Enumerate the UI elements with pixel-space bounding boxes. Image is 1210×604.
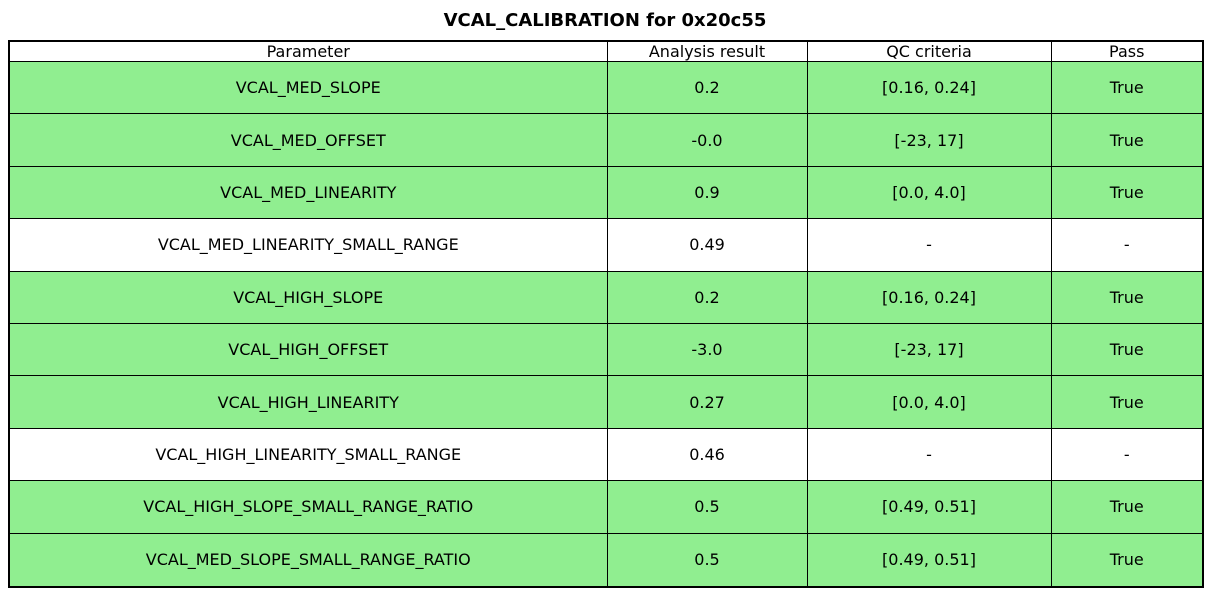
cell-result: -3.0	[606, 323, 808, 377]
cell-pass: True	[1050, 113, 1204, 167]
cell-result: 0.27	[606, 375, 808, 429]
cell-pass: -	[1050, 218, 1204, 272]
col-header-qc-criteria: QC criteria	[806, 40, 1052, 62]
table-row: VCAL_MED_LINEARITY_SMALL_RANGE 0.49 - -	[8, 218, 1204, 272]
table-row: VCAL_HIGH_SLOPE_SMALL_RANGE_RATIO 0.5 [0…	[8, 480, 1204, 534]
cell-result: 0.2	[606, 60, 808, 115]
table-row: VCAL_MED_LINEARITY 0.9 [0.0, 4.0] True	[8, 165, 1204, 220]
cell-result: 0.46	[606, 427, 808, 482]
cell-pass: True	[1050, 165, 1204, 220]
cell-parameter: VCAL_MED_SLOPE_SMALL_RANGE_RATIO	[8, 532, 608, 588]
table-row: VCAL_HIGH_SLOPE 0.2 [0.16, 0.24] True	[8, 270, 1204, 325]
cell-criteria: [-23, 17]	[806, 113, 1052, 167]
cell-result: -0.0	[606, 113, 808, 167]
table-row: VCAL_MED_SLOPE_SMALL_RANGE_RATIO 0.5 [0.…	[8, 532, 1204, 588]
cell-parameter: VCAL_HIGH_SLOPE	[8, 270, 608, 325]
cell-pass: -	[1050, 427, 1204, 482]
col-header-pass: Pass	[1050, 40, 1204, 62]
cell-parameter: VCAL_HIGH_SLOPE_SMALL_RANGE_RATIO	[8, 480, 608, 534]
cell-criteria: [0.16, 0.24]	[806, 270, 1052, 325]
cell-pass: True	[1050, 480, 1204, 534]
cell-pass: True	[1050, 270, 1204, 325]
table-row: VCAL_HIGH_LINEARITY_SMALL_RANGE 0.46 - -	[8, 427, 1204, 482]
cell-criteria: [-23, 17]	[806, 323, 1052, 377]
cell-parameter: VCAL_MED_SLOPE	[8, 60, 608, 115]
qc-results-table: Parameter Analysis result QC criteria Pa…	[8, 40, 1204, 588]
table-row: VCAL_MED_SLOPE 0.2 [0.16, 0.24] True	[8, 60, 1204, 115]
cell-result: 0.49	[606, 218, 808, 272]
cell-result: 0.5	[606, 532, 808, 588]
cell-criteria: [0.16, 0.24]	[806, 60, 1052, 115]
cell-result: 0.9	[606, 165, 808, 220]
cell-criteria: [0.0, 4.0]	[806, 375, 1052, 429]
cell-criteria: [0.49, 0.51]	[806, 480, 1052, 534]
cell-parameter: VCAL_MED_OFFSET	[8, 113, 608, 167]
cell-pass: True	[1050, 375, 1204, 429]
cell-parameter: VCAL_MED_LINEARITY_SMALL_RANGE	[8, 218, 608, 272]
cell-pass: True	[1050, 60, 1204, 115]
cell-result: 0.2	[606, 270, 808, 325]
cell-result: 0.5	[606, 480, 808, 534]
cell-parameter: VCAL_HIGH_LINEARITY	[8, 375, 608, 429]
cell-pass: True	[1050, 532, 1204, 588]
cell-criteria: -	[806, 218, 1052, 272]
header-row: Parameter Analysis result QC criteria Pa…	[8, 40, 1204, 62]
page-title: VCAL_CALIBRATION for 0x20c55	[443, 9, 767, 31]
col-header-parameter: Parameter	[8, 40, 608, 62]
table-row: VCAL_HIGH_LINEARITY 0.27 [0.0, 4.0] True	[8, 375, 1204, 429]
cell-pass: True	[1050, 323, 1204, 377]
cell-parameter: VCAL_HIGH_LINEARITY_SMALL_RANGE	[8, 427, 608, 482]
col-header-analysis-result: Analysis result	[606, 40, 808, 62]
cell-criteria: -	[806, 427, 1052, 482]
cell-parameter: VCAL_HIGH_OFFSET	[8, 323, 608, 377]
table-row: VCAL_MED_OFFSET -0.0 [-23, 17] True	[8, 113, 1204, 167]
cell-parameter: VCAL_MED_LINEARITY	[8, 165, 608, 220]
table-row: VCAL_HIGH_OFFSET -3.0 [-23, 17] True	[8, 323, 1204, 377]
cell-criteria: [0.0, 4.0]	[806, 165, 1052, 220]
cell-criteria: [0.49, 0.51]	[806, 532, 1052, 588]
